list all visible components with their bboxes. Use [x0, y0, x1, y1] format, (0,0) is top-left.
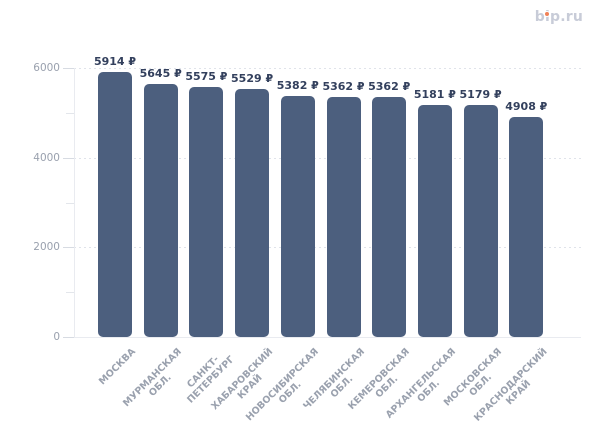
- bar: [463, 104, 498, 337]
- bar-value-label: 5914 ₽: [93, 54, 137, 68]
- bar-value-label: 5181 ₽: [413, 87, 456, 101]
- bar: [326, 96, 361, 337]
- bar: [372, 96, 407, 337]
- logo-orange-dot-icon: [545, 12, 550, 16]
- gridline: [74, 68, 581, 69]
- bar-value-label: 5362 ₽: [322, 79, 365, 93]
- bar: [143, 83, 178, 337]
- y-axis-line: [74, 68, 75, 337]
- x-axis-label-line: МОСКВА: [97, 346, 139, 388]
- x-axis-line: [74, 337, 581, 338]
- bar-value-label: 5575 ₽: [185, 70, 228, 84]
- y-axis-label: 0: [53, 331, 60, 343]
- bar: [509, 117, 544, 337]
- y-axis-label: 2000: [33, 241, 60, 254]
- x-axis-label: МОСКВА: [97, 346, 139, 388]
- bar-value-label: 5179 ₽: [459, 87, 502, 101]
- bar-value-label: 5645 ₽: [139, 66, 182, 80]
- bip-logo[interactable]: bip.ru: [535, 9, 583, 26]
- y-axis-major-tick: [63, 157, 74, 159]
- bar-value-label: 4908 ₽: [505, 100, 548, 113]
- bar-value-label: 5382 ₽: [276, 78, 319, 92]
- y-axis-major-tick: [63, 247, 74, 249]
- y-axis-major-tick: [63, 68, 74, 69]
- y-axis-label: 6000: [33, 62, 60, 74]
- bar: [189, 87, 224, 337]
- y-axis-minor-tick: [66, 202, 74, 204]
- bar: [280, 95, 315, 337]
- y-axis-minor-tick: [66, 112, 74, 114]
- y-axis-label: 4000: [33, 151, 60, 164]
- y-axis-major-tick: [63, 337, 74, 338]
- bar: [235, 89, 270, 337]
- bar-value-label: 5529 ₽: [231, 72, 274, 86]
- bar: [417, 104, 452, 337]
- y-axis-minor-tick: [66, 292, 74, 294]
- bar-value-label: 5362 ₽: [368, 79, 411, 93]
- bar: [98, 71, 132, 337]
